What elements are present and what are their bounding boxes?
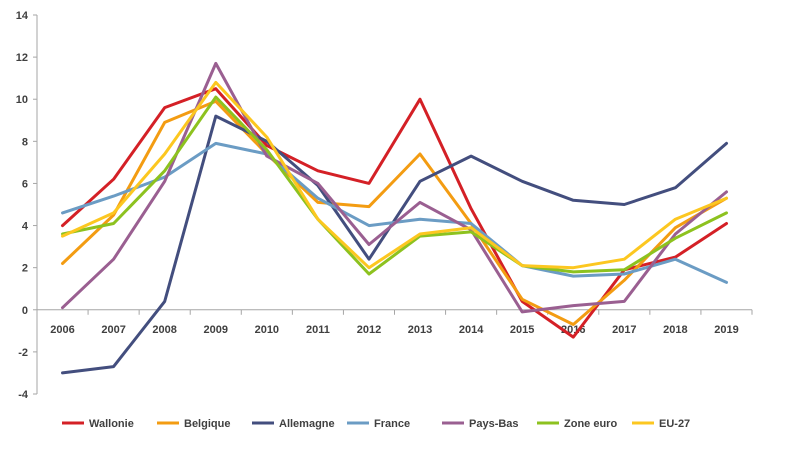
x-tick-label: 2010: [255, 324, 279, 336]
series-lines: [61, 61, 728, 375]
x-tick-label: 2009: [204, 324, 228, 336]
x-tick-label: 2012: [357, 324, 381, 336]
y-tick-labels: -4 -2 0 2 4 6 8 10 12 14: [16, 10, 29, 401]
x-tick-label: 2017: [612, 324, 636, 336]
y-tick-label: 0: [22, 305, 28, 317]
series-line-france: [61, 141, 728, 284]
y-tick-label: 12: [16, 52, 28, 64]
x-tick-label: 2013: [408, 324, 432, 336]
x-tick-labels: 2006 2007 2008 2009 2010 2011 2012 2013 2014 2015…: [50, 324, 738, 336]
x-tick-label: 2019: [714, 324, 738, 336]
legend-label-belgique: Belgique: [184, 418, 230, 430]
y-tick-label: 10: [16, 94, 28, 106]
axes: [33, 14, 753, 395]
y-tick-label: 6: [22, 178, 28, 190]
y-tick-label: 2: [22, 263, 28, 275]
x-tick-label: 2011: [306, 324, 330, 336]
series-line-wallonie: [61, 87, 728, 339]
series-line-pays-bas: [61, 61, 728, 314]
x-tick-label: 2008: [152, 324, 176, 336]
y-tick-label: 14: [16, 10, 29, 22]
x-tick-label: 2015: [510, 324, 534, 336]
x-tick-label: 2014: [459, 324, 484, 336]
x-tick-label: 2007: [101, 324, 125, 336]
legend-label-allemagne: Allemagne: [279, 418, 335, 430]
x-tick-label: 2018: [663, 324, 687, 336]
y-tick-label: -2: [18, 347, 28, 359]
legend: Wallonie Belgique Allemagne France Pays-Bas Z…: [62, 418, 690, 430]
y-tick-label: 8: [22, 136, 28, 148]
series-line-eu-27: [61, 80, 728, 270]
legend-label-wallonie: Wallonie: [89, 418, 134, 430]
series-line-belgique: [61, 99, 728, 326]
legend-label-eu-27: EU-27: [659, 418, 690, 430]
series-line-allemagne: [61, 114, 728, 375]
legend-label-france: France: [374, 418, 410, 430]
y-tick-label: -4: [18, 389, 29, 401]
x-tick-label: 2006: [50, 324, 74, 336]
series-line-zone-euro: [61, 95, 728, 276]
y-tick-label: 4: [22, 221, 29, 233]
legend-label-zone-euro: Zone euro: [564, 418, 617, 430]
legend-label-pays-bas: Pays-Bas: [469, 418, 519, 430]
